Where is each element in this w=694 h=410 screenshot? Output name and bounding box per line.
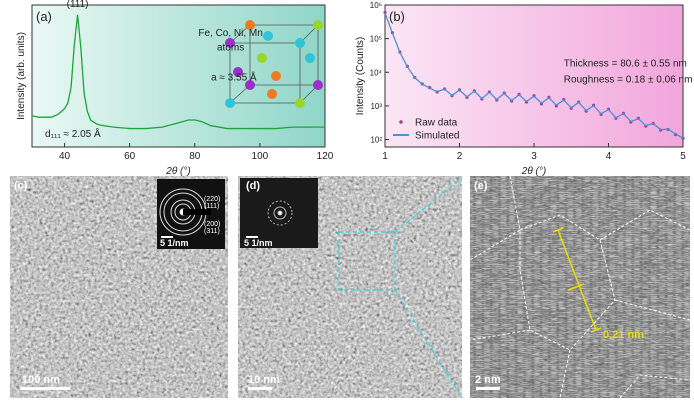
diffraction-rings (159, 188, 211, 236)
grain-boundaries (469, 175, 691, 399)
ring-label: (311) (204, 228, 220, 235)
x-axis-label: 2θ (°) (165, 166, 190, 177)
x-tick-label: 120 (317, 151, 334, 162)
annotation: Thickness = 80.6 ± 0.55 nm (564, 58, 687, 69)
panel-label: (e) (474, 180, 488, 192)
ring-label: (200) (204, 221, 220, 228)
x-tick-label: 5 (680, 151, 686, 162)
d-spacing-label: 0.21 nm (603, 329, 644, 341)
x-axis-label: 2θ (°) (521, 166, 546, 177)
y-tick-label: 10⁴ (370, 68, 383, 77)
x-tick-label: 4 (606, 151, 612, 162)
scale-bar (161, 236, 173, 238)
y-tick-label: 10² (370, 136, 382, 145)
scale-label: 2 nm (475, 374, 501, 386)
panel-label: (a) (36, 9, 52, 24)
plot-frame (31, 4, 326, 148)
scale-label: 5 1/nm (160, 238, 189, 248)
scale-label: 100 nm (22, 374, 60, 386)
annotation: (111) (67, 0, 89, 10)
legend-label: Simulated (415, 131, 459, 142)
x-tick-label: 2 (457, 151, 463, 162)
y-tick-label: 10³ (370, 102, 382, 111)
panel-label: (c) (14, 180, 28, 192)
x-tick-label: 80 (189, 151, 201, 162)
data-line (384, 12, 684, 139)
annotation: Fe, Co, Ni, Mn (198, 28, 262, 39)
legend-marker (399, 120, 403, 124)
scale-bar (246, 236, 258, 238)
annotation: atoms (217, 42, 244, 53)
scale-label: 10 nm (248, 374, 280, 386)
ring-label: (220) (204, 196, 220, 203)
annotation: d₁₁₁ ≈ 2.05 Å (45, 127, 101, 140)
panel-b-background (385, 5, 683, 147)
legend-label: Raw data (415, 118, 458, 129)
annotation: a ≈ 3.55 Å (211, 70, 257, 83)
scale-bar (476, 387, 500, 390)
fft-rings (267, 200, 293, 226)
data-line (31, 14, 325, 130)
zoom-lines (394, 177, 463, 399)
x-tick-label: 100 (252, 151, 269, 162)
panel-label: (d) (246, 180, 260, 192)
ring-label: (111) (204, 203, 219, 210)
scale-label: 5 1/nm (244, 238, 273, 248)
x-tick-label: 60 (124, 151, 136, 162)
zoom-box (338, 231, 396, 291)
d-spacing-marker (552, 227, 602, 333)
scale-bar (20, 387, 70, 390)
scale-bar (248, 387, 272, 390)
x-tick-label: 40 (59, 151, 71, 162)
y-tick-label: 10⁵ (370, 35, 382, 44)
x-tick-label: 3 (531, 151, 537, 162)
y-tick-label: 10⁶ (370, 1, 382, 10)
y-axis-label: Intensity (Counts) (355, 37, 366, 115)
x-tick-label: 1 (382, 151, 388, 162)
panel-label: (b) (389, 9, 405, 24)
annotation: Roughness = 0.18 ± 0.06 nm (564, 74, 693, 85)
crystal-cell (225, 20, 323, 108)
y-axis-label: Intensity (arb. units) (16, 32, 27, 120)
